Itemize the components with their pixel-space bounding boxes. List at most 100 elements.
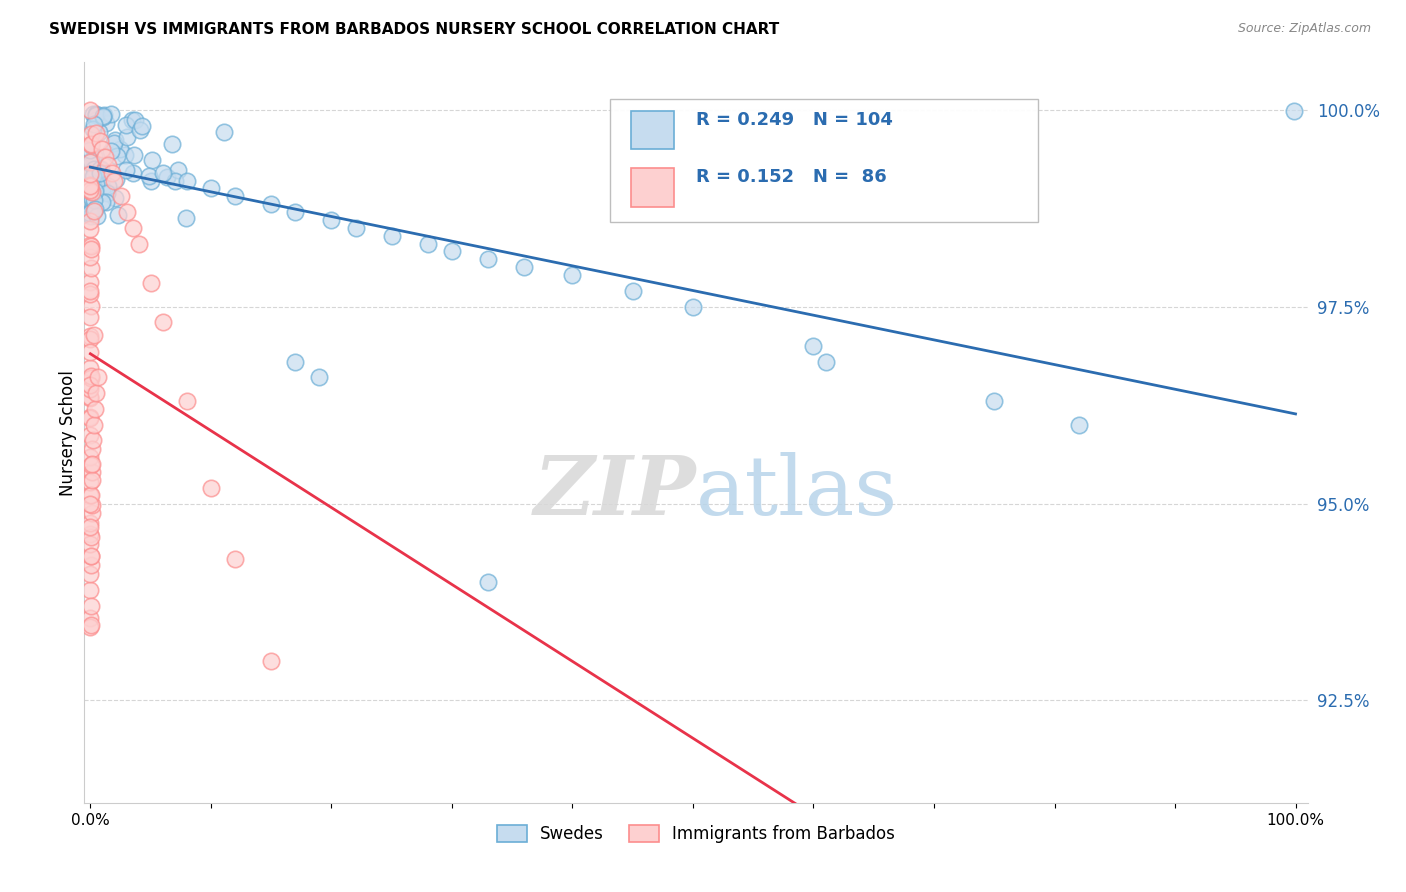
Point [79,178,101,193]
Point [79,360,101,375]
Point [163,174,186,188]
Text: ZIP: ZIP [533,452,696,532]
Point [82,185,104,199]
Text: R = 0.249   N = 104: R = 0.249 N = 104 [696,111,893,128]
Point [80,242,103,256]
Point [79,496,101,510]
Point [121,113,143,128]
Point [79,138,101,153]
Point [82,107,104,121]
Point [79,206,101,220]
Point [80,442,103,457]
Point [155,169,177,184]
Point [79,285,101,299]
Text: SWEDISH VS IMMIGRANTS FROM BARBADOS NURSERY SCHOOL CORRELATION CHART: SWEDISH VS IMMIGRANTS FROM BARBADOS NURS… [49,22,779,37]
Point [94,150,117,164]
Point [321,213,343,227]
Point [79,488,101,502]
Point [114,162,136,177]
Text: atlas: atlas [696,452,898,532]
Point [80,369,103,384]
Point [477,252,499,267]
Bar [631,111,673,150]
Point [79,527,101,541]
Point [80,137,103,152]
Point [79,516,101,531]
Point [80,183,103,197]
Point [86,177,108,191]
Point [86,126,108,140]
Point [82,122,104,136]
Point [983,394,1005,409]
Point [79,537,101,551]
Point [80,299,103,313]
Point [141,153,163,167]
Point [115,119,138,133]
Point [80,530,103,544]
Point [79,183,101,197]
Point [139,276,162,290]
Point [79,599,101,613]
Point [79,329,101,343]
Point [79,566,101,581]
Point [79,391,101,405]
Point [79,214,101,228]
Point [152,315,174,329]
Point [96,186,118,201]
Point [89,134,111,148]
Text: Source: ZipAtlas.com: Source: ZipAtlas.com [1237,22,1371,36]
Point [128,236,150,251]
Point [1284,104,1306,119]
Point [440,244,463,259]
Point [83,417,105,432]
Point [97,179,120,194]
Point [176,394,198,409]
Point [93,107,115,121]
Point [381,228,404,243]
Point [83,149,105,163]
Point [80,137,103,152]
Point [260,654,283,668]
Point [86,386,108,401]
Point [79,103,101,117]
Point [79,276,101,290]
Point [79,450,101,464]
Text: R = 0.152   N =  86: R = 0.152 N = 86 [696,169,887,186]
Point [80,157,103,171]
Point [89,162,111,177]
Point [82,169,104,183]
Point [79,184,101,198]
Point [82,507,104,521]
Point [104,191,127,205]
Point [513,260,536,275]
Point [80,458,103,473]
Point [79,179,101,194]
Point [79,143,101,157]
Point [79,409,101,424]
Point [79,155,101,169]
Point [79,475,101,489]
Point [79,390,101,404]
Point [82,199,104,213]
Point [80,457,103,471]
Point [682,300,704,314]
Point [124,112,146,127]
Point [89,166,111,180]
Point [79,383,101,397]
Point [84,402,107,417]
Point [79,167,101,181]
Point [91,185,114,199]
Point [104,133,127,147]
Point [86,209,108,223]
Point [814,355,837,369]
Point [79,250,101,264]
Point [84,182,107,196]
Point [80,204,103,219]
Point [803,339,825,353]
Point [115,205,138,219]
Point [105,149,128,163]
Point [79,411,101,425]
FancyBboxPatch shape [610,99,1039,221]
Point [90,162,112,177]
Point [80,127,103,141]
